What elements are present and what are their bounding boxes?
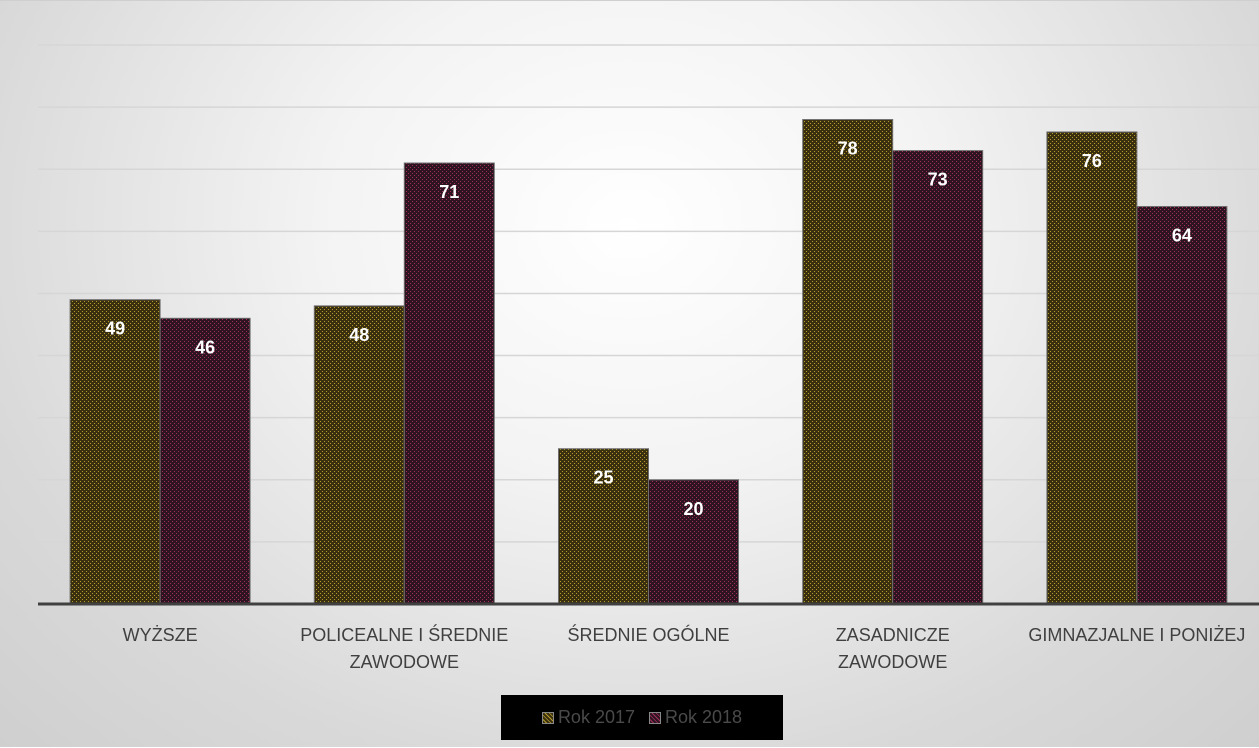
bar-rok-2017-1 (313, 305, 405, 605)
category-label-4: GIMNAZJALNE I PONIŻEJ (1028, 625, 1245, 645)
bars (69, 119, 1228, 605)
data-label-rok-2018-2: 20 (683, 499, 703, 519)
data-label-rok-2017-0: 49 (105, 319, 125, 339)
legend-label-2018: Rok 2018 (665, 707, 743, 727)
data-label-rok-2017-2: 25 (593, 468, 613, 488)
bar-rok-2018-0 (159, 317, 251, 605)
data-labels: 49 46 48 71 25 20 78 73 76 64 (105, 139, 1192, 519)
legend-item-2017: Rok 2017 (541, 707, 635, 728)
data-label-rok-2018-0: 46 (195, 337, 215, 357)
category-label-1-line-1: ZAWODOWE (350, 652, 459, 672)
bar-rok-2018-4 (1136, 205, 1228, 605)
bar-rok-2017-0 (69, 299, 161, 605)
legend-item-2018: Rok 2018 (649, 707, 742, 728)
category-label-3-line-0: ZASADNICZE (836, 625, 950, 645)
category-labels: WYŻSZE POLICEALNE I ŚREDNIE ZAWODOWE ŚREDNI… (123, 624, 1246, 672)
data-label-rok-2018-1: 71 (439, 182, 459, 202)
bar-rok-2018-1 (403, 162, 495, 605)
legend-swatch-2017 (541, 711, 554, 724)
legend-swatch-2018 (649, 711, 661, 724)
legend-label-2017: Rok 2017 (557, 707, 635, 727)
bar-rok-2017-3 (802, 119, 894, 605)
data-label-rok-2017-4: 76 (1082, 151, 1102, 171)
data-label-rok-2018-4: 64 (1172, 225, 1192, 245)
data-label-rok-2017-1: 48 (349, 325, 369, 345)
bar-rok-2017-4 (1046, 131, 1138, 605)
data-label-rok-2018-3: 73 (928, 170, 948, 190)
data-label-rok-2017-3: 78 (838, 139, 858, 159)
category-label-1-line-0: POLICEALNE I ŚREDNIE (300, 624, 508, 645)
category-label-3-line-1: ZAWODOWE (838, 652, 947, 672)
legend: Rok 2017 Rok 2018 (501, 695, 783, 740)
bar-rok-2018-3 (892, 150, 984, 605)
category-label-0: WYŻSZE (123, 625, 198, 645)
category-label-2: ŚREDNIE OGÓLNE (567, 624, 729, 645)
